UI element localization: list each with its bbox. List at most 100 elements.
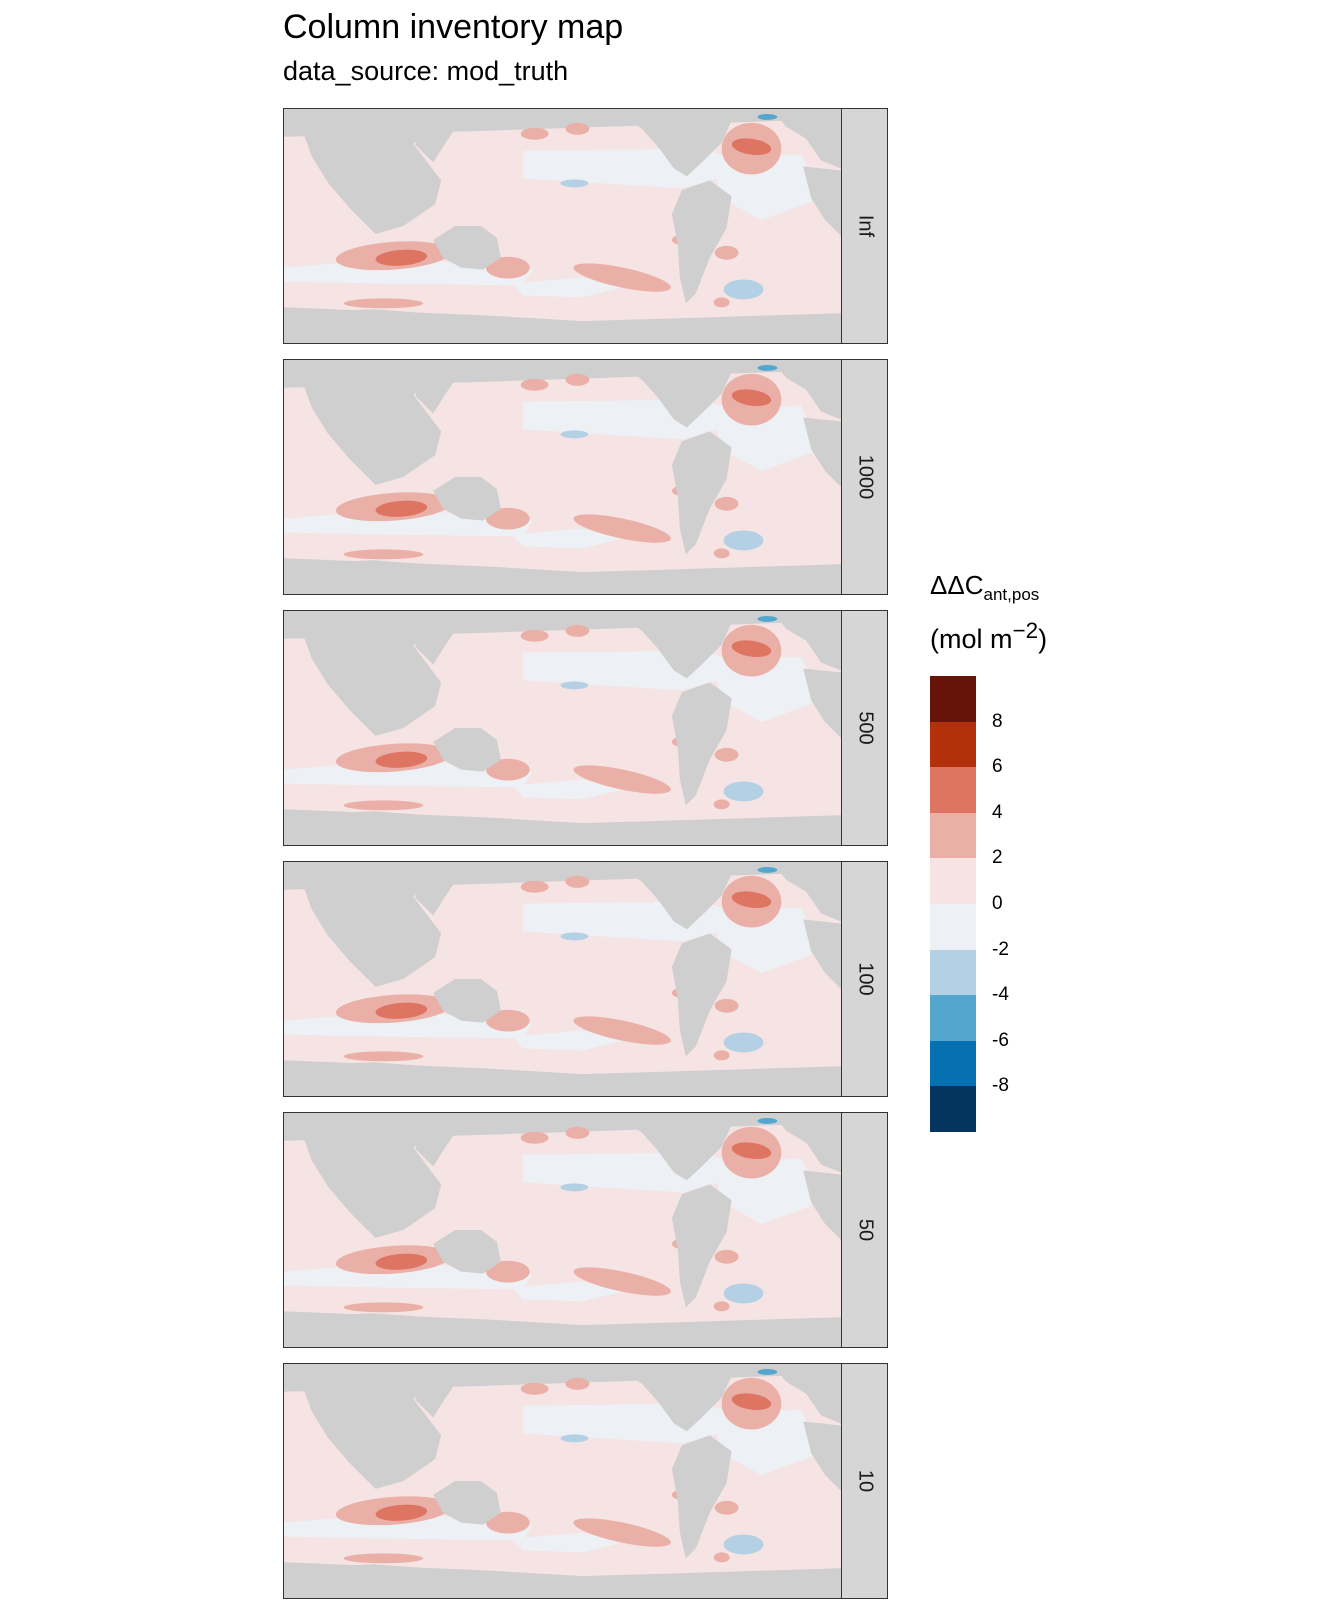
positive-anomaly-patch (343, 298, 424, 309)
legend-tick-label: 2 (992, 847, 1003, 869)
landmass-south-america (671, 431, 732, 555)
positive-anomaly-core (375, 1253, 428, 1270)
landmass-africa-eurasia (284, 1113, 442, 1238)
landmass-australia (433, 477, 501, 521)
landmass-antarctica (284, 309, 841, 343)
facet-panel: 1000 (283, 359, 888, 595)
facet-panel: 100 (283, 861, 888, 1097)
landmass-australia (433, 728, 501, 772)
facet-strip-label: 500 (854, 711, 876, 745)
legend-unit-close: ) (1038, 624, 1048, 654)
landmass-antarctica (284, 560, 841, 594)
landmass-asia (415, 611, 613, 665)
positive-anomaly-patch (565, 122, 590, 135)
legend-unit: (mol m−2) (930, 618, 1047, 655)
positive-anomaly-patch (573, 1518, 671, 1547)
legend-tick-label: -6 (992, 1029, 1009, 1051)
landmass-asia (415, 862, 613, 916)
legend-color-step (930, 949, 976, 996)
facet-strip-label: 100 (854, 962, 876, 996)
positive-anomaly-patch (520, 378, 549, 391)
negative-anomaly-patch (560, 932, 589, 941)
map-plot-area (283, 1363, 842, 1599)
positive-anomaly-patch (573, 1267, 671, 1296)
positive-anomaly-patch (714, 245, 739, 260)
positive-anomaly-patch (713, 1050, 730, 1061)
facet-strip-label: Inf (854, 214, 876, 238)
positive-anomaly-patch (714, 496, 739, 511)
legend-tick-label: -4 (992, 984, 1009, 1006)
landmass-africa-east (803, 166, 841, 236)
legend-color-step (930, 858, 976, 904)
positive-anomaly-patch (485, 1009, 530, 1032)
positive-anomaly-patch (485, 256, 530, 279)
landmass-africa-eurasia (284, 109, 442, 234)
map-svg (284, 611, 841, 845)
landmass-antarctica (284, 1313, 841, 1347)
map-plot-area (283, 359, 842, 595)
negative-anomaly-patch (560, 1434, 589, 1443)
map-svg (284, 862, 841, 1096)
negative-anomaly-band (512, 1281, 623, 1302)
positive-anomaly-core (375, 500, 428, 517)
positive-anomaly-patch (343, 1553, 424, 1564)
positive-anomaly-core (731, 138, 772, 156)
landmass-europe (771, 1113, 841, 1173)
negative-anomaly-patch (723, 1534, 764, 1555)
map-plot-area (283, 108, 842, 344)
legend-tick-label: 6 (992, 756, 1003, 778)
landmass-south-america (671, 180, 732, 304)
negative-anomaly-core (757, 113, 778, 120)
positive-anomaly-patch (520, 1382, 549, 1395)
positive-anomaly-patch (485, 1511, 530, 1534)
map-svg (284, 1364, 841, 1598)
facet-strip: 10 (841, 1363, 888, 1599)
positive-anomaly-patch (343, 1051, 424, 1062)
landmass-australia (433, 979, 501, 1023)
negative-anomaly-core (757, 364, 778, 371)
positive-anomaly-patch (565, 1377, 590, 1390)
landmass-antarctica (284, 1062, 841, 1096)
legend-title-subscript: ant,pos (983, 585, 1040, 604)
negative-anomaly-core (757, 1117, 778, 1124)
facet-strip: 100 (841, 861, 888, 1097)
landmass-antarctica (284, 811, 841, 845)
facet-strip-label: 50 (854, 1218, 876, 1242)
chart-title: Column inventory map (283, 8, 624, 46)
positive-anomaly-patch (520, 880, 549, 893)
legend-title-main: ΔΔC (930, 570, 984, 600)
color-legend: ΔΔCant,pos (mol m−2) 8 6 4 2 0 -2 -4 -6 -8 (930, 570, 1130, 1140)
positive-anomaly-patch (565, 373, 590, 386)
landmass-north-america (612, 1113, 732, 1181)
facet-panel: 50 (283, 1112, 888, 1348)
negative-anomaly-band (512, 1030, 623, 1051)
facet-strip: 500 (841, 610, 888, 846)
landmass-asia (415, 360, 613, 414)
legend-unit-superscript: −2 (1012, 618, 1039, 643)
facet-strip: 1000 (841, 359, 888, 595)
facet-strip-label: 1000 (854, 454, 876, 500)
positive-anomaly-core (731, 389, 772, 407)
positive-anomaly-patch (565, 624, 590, 637)
landmass-africa-eurasia (284, 1364, 442, 1489)
landmass-africa-eurasia (284, 360, 442, 485)
landmass-africa-east (803, 668, 841, 738)
landmass-africa-east (803, 1421, 841, 1491)
positive-anomaly-patch (520, 629, 549, 642)
landmass-north-america (612, 109, 732, 177)
negative-anomaly-patch (560, 681, 589, 690)
negative-anomaly-core (757, 615, 778, 622)
positive-anomaly-patch (573, 765, 671, 794)
legend-color-step (930, 1040, 976, 1087)
legend-color-step (930, 812, 976, 859)
positive-anomaly-patch (565, 1126, 590, 1139)
landmass-africa-eurasia (284, 862, 442, 987)
positive-anomaly-patch (520, 127, 549, 140)
landmass-africa-eurasia (284, 611, 442, 736)
landmass-europe (771, 360, 841, 420)
negative-anomaly-band (512, 779, 623, 800)
legend-color-step (930, 903, 976, 950)
negative-anomaly-band (512, 1532, 623, 1553)
legend-color-step (930, 995, 976, 1041)
landmass-asia (415, 1113, 613, 1167)
